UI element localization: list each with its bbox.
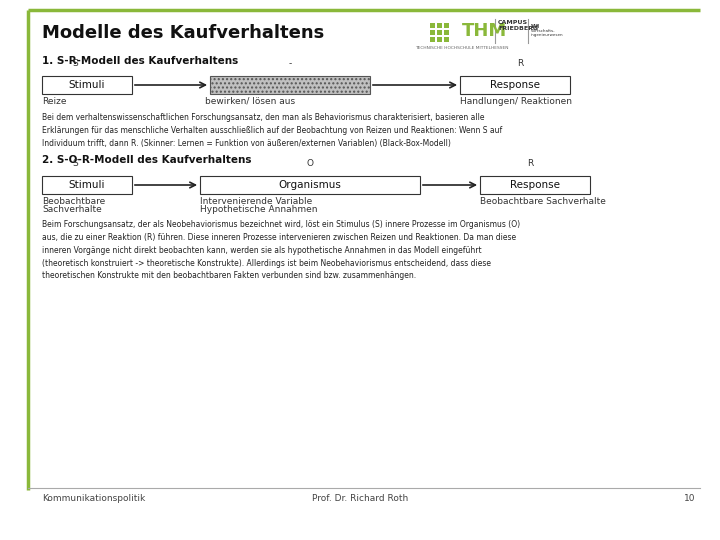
Text: Modelle des Kaufverhaltens: Modelle des Kaufverhaltens — [42, 24, 324, 42]
Text: WI: WI — [531, 24, 540, 29]
Text: Beim Forschungsansatz, der als Neobehaviorismus bezeichnet wird, löst ein Stimul: Beim Forschungsansatz, der als Neobehavi… — [42, 220, 520, 280]
Text: S: S — [72, 159, 78, 168]
Bar — [42, 76, 132, 94]
Bar — [430, 30, 435, 35]
Text: 10: 10 — [683, 494, 695, 503]
Bar — [437, 23, 442, 28]
Text: S: S — [72, 59, 78, 68]
Bar — [200, 176, 420, 194]
Text: Bei dem verhaltenswissenschaftlichen Forschungsansatz, den man als Behaviorismus: Bei dem verhaltenswissenschaftlichen For… — [42, 113, 503, 148]
Bar — [210, 76, 370, 94]
Text: Intervenierende Variable: Intervenierende Variable — [200, 197, 312, 206]
Text: Response: Response — [490, 80, 540, 90]
Text: TECHNISCHE HOCHSCHULE MITTELHESSEN: TECHNISCHE HOCHSCHULE MITTELHESSEN — [415, 46, 509, 50]
Text: Hypothetische Annahmen: Hypothetische Annahmen — [200, 205, 318, 214]
Bar — [437, 37, 442, 42]
Text: Prof. Dr. Richard Roth: Prof. Dr. Richard Roth — [312, 494, 408, 503]
Text: bewirken/ lösen aus: bewirken/ lösen aus — [205, 97, 295, 106]
Bar — [430, 37, 435, 42]
Text: Beobachtbare: Beobachtbare — [42, 197, 105, 206]
Bar — [42, 176, 132, 194]
Text: Handlungen/ Reaktionen: Handlungen/ Reaktionen — [460, 97, 572, 106]
Text: 1. S-R-Modell des Kaufverhaltens: 1. S-R-Modell des Kaufverhaltens — [42, 56, 238, 66]
Text: Stimuli: Stimuli — [68, 180, 105, 190]
Text: THM: THM — [462, 22, 508, 40]
Text: Beobachtbare Sachverhalte: Beobachtbare Sachverhalte — [480, 197, 606, 206]
Text: CAMPUS: CAMPUS — [498, 21, 528, 25]
Bar — [444, 30, 449, 35]
Bar — [430, 23, 435, 28]
Text: Stimuli: Stimuli — [68, 80, 105, 90]
Text: Sachverhalte: Sachverhalte — [42, 205, 102, 214]
Text: R: R — [527, 159, 533, 168]
Bar — [444, 23, 449, 28]
Text: Kommunikationspolitik: Kommunikationspolitik — [42, 494, 145, 503]
Text: FRIEDBERG: FRIEDBERG — [498, 26, 538, 31]
Text: Reize: Reize — [42, 97, 66, 106]
Text: Wirtschafts-
ingenieurwesen: Wirtschafts- ingenieurwesen — [531, 29, 564, 37]
Text: -: - — [289, 59, 292, 68]
Text: Response: Response — [510, 180, 560, 190]
Bar — [444, 37, 449, 42]
Text: Organismus: Organismus — [279, 180, 341, 190]
Bar — [460, 76, 570, 94]
Bar — [480, 176, 590, 194]
Bar — [437, 30, 442, 35]
Text: O: O — [307, 159, 313, 168]
Text: R: R — [517, 59, 523, 68]
Text: 2. S-O-R-Modell des Kaufverhaltens: 2. S-O-R-Modell des Kaufverhaltens — [42, 155, 251, 165]
